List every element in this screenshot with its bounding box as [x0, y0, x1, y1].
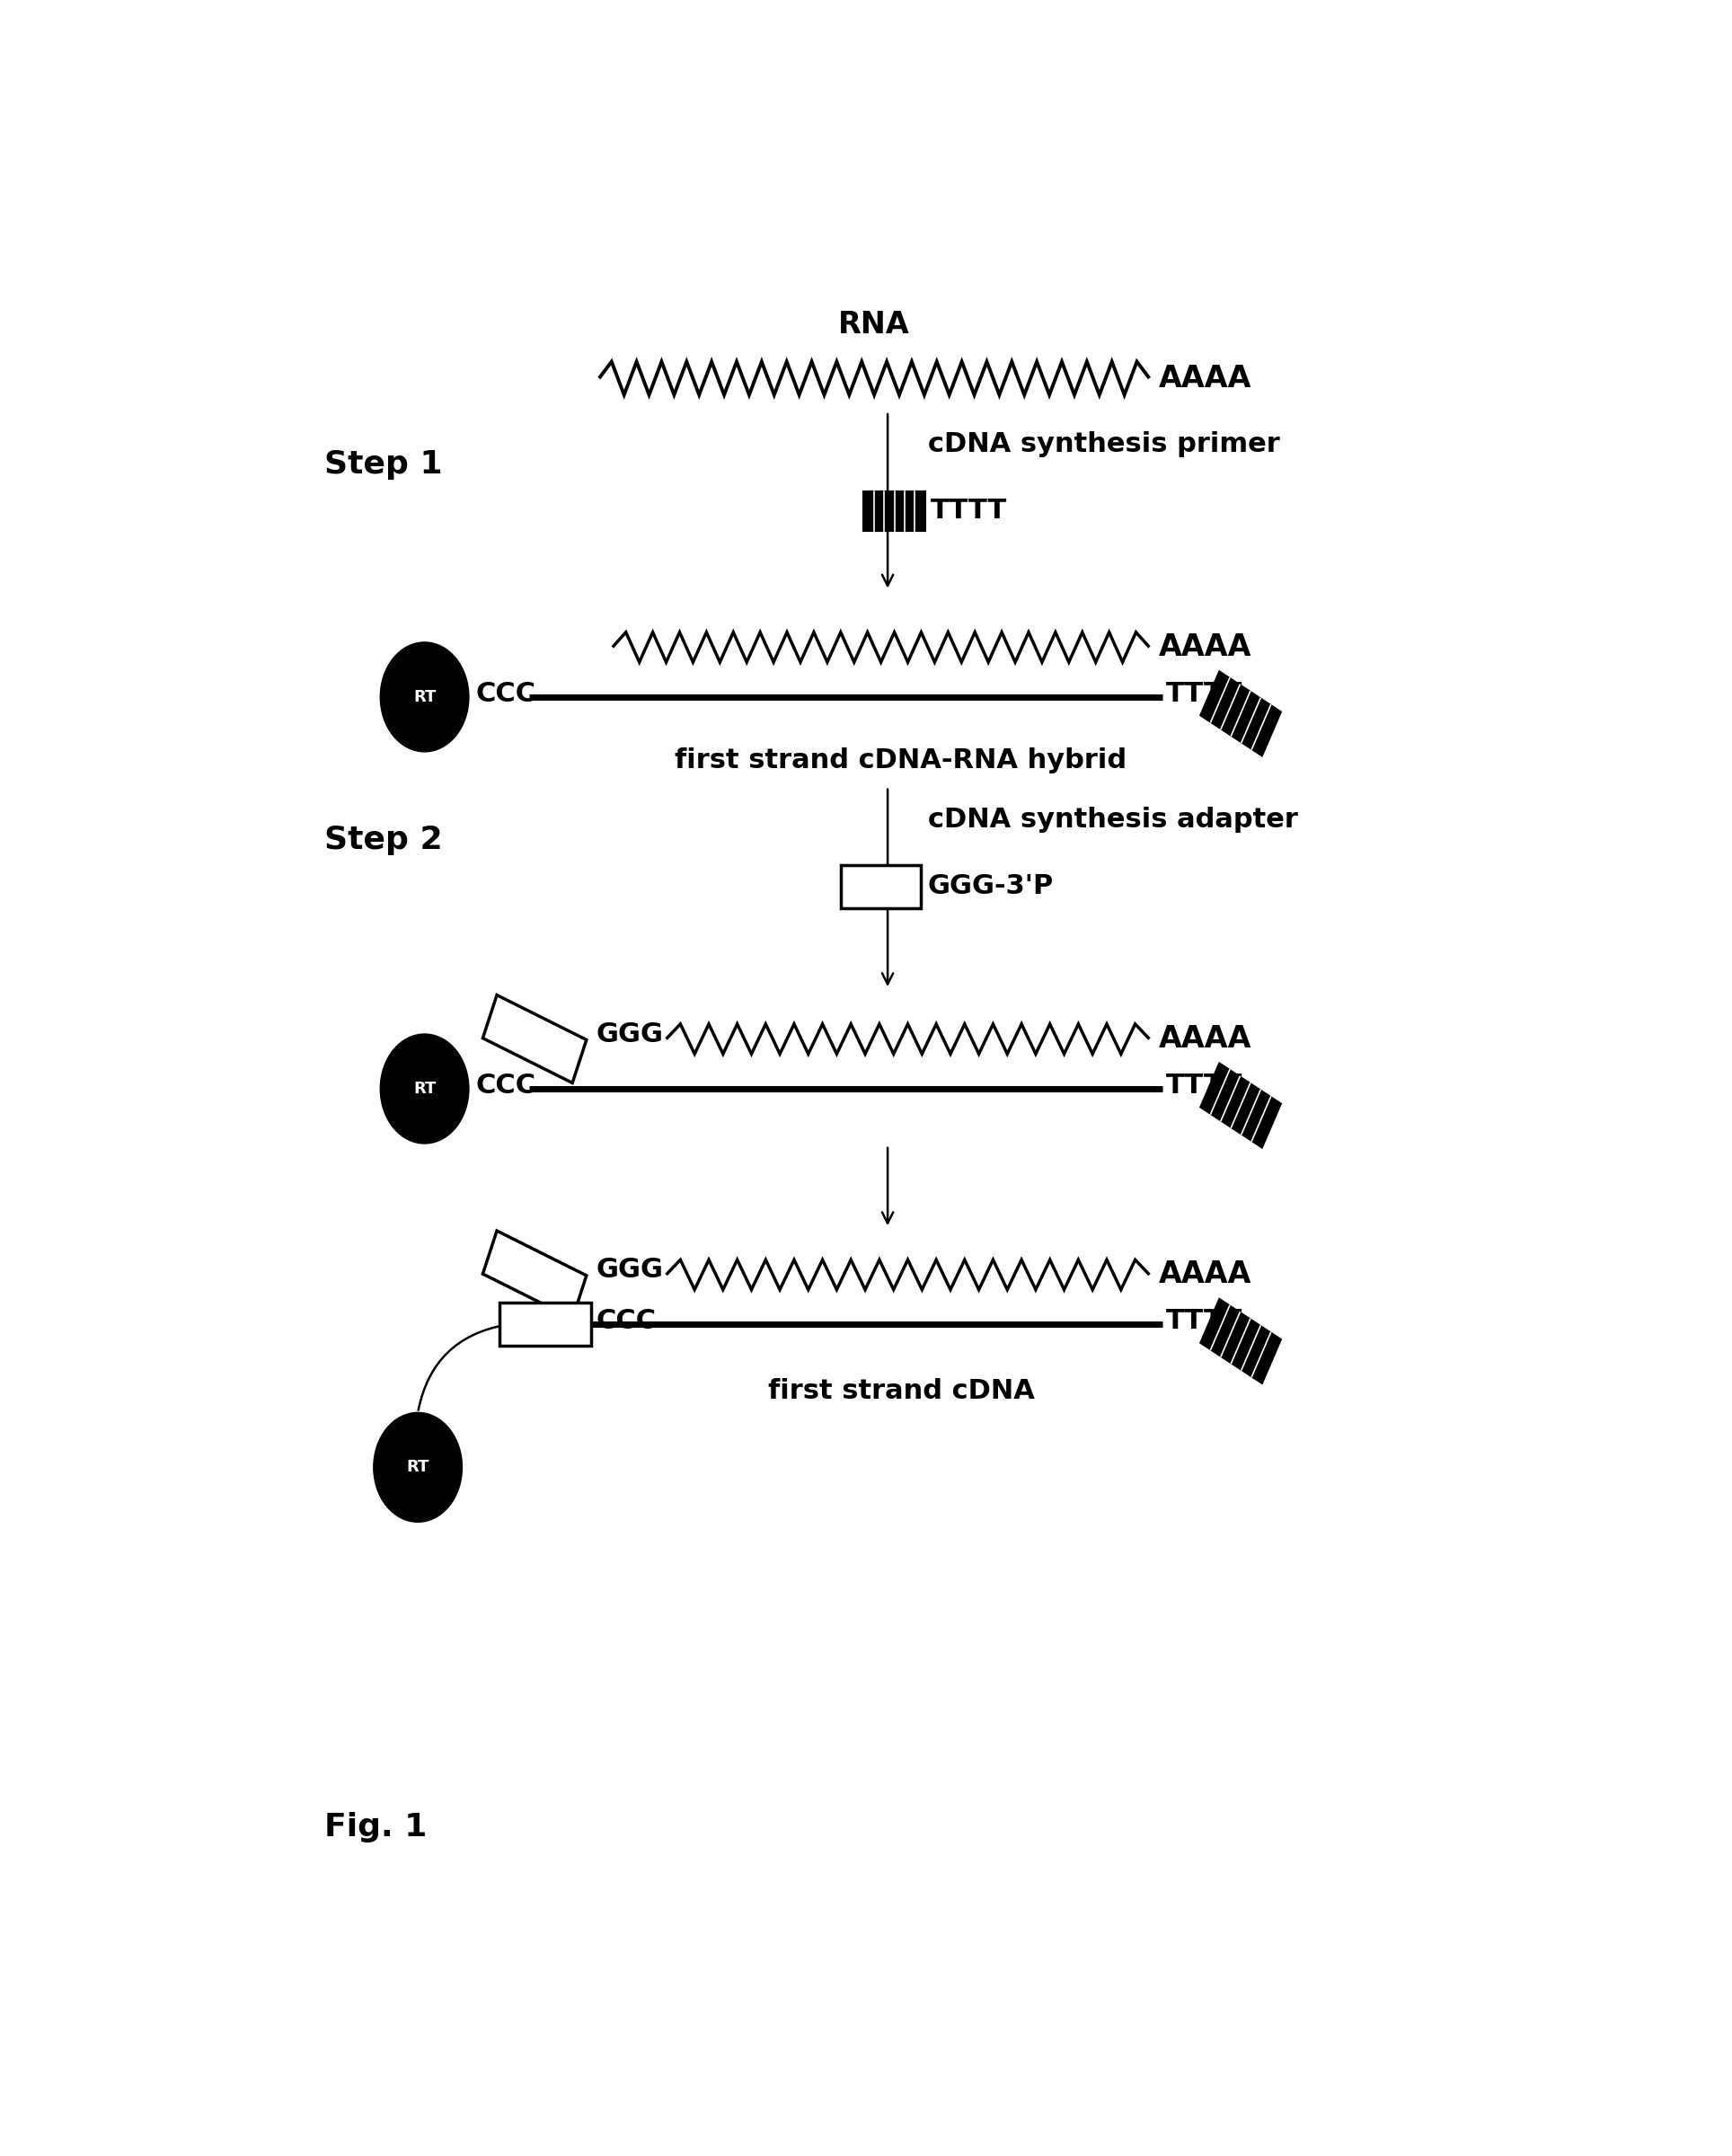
Polygon shape — [1200, 671, 1282, 757]
Text: GGG: GGG — [596, 1257, 663, 1283]
Polygon shape — [483, 996, 587, 1082]
Circle shape — [374, 1412, 462, 1522]
Polygon shape — [1200, 1298, 1282, 1384]
Text: TTTT: TTTT — [1166, 1072, 1242, 1100]
Text: TTTT: TTTT — [1166, 1309, 1242, 1335]
Text: AAAA: AAAA — [1159, 632, 1252, 662]
Text: RT: RT — [407, 1460, 430, 1475]
Text: first strand cDNA-RNA hybrid: first strand cDNA-RNA hybrid — [675, 746, 1128, 774]
Text: AAAA: AAAA — [1159, 1024, 1252, 1054]
Text: RNA: RNA — [838, 310, 909, 341]
Text: Step 2: Step 2 — [324, 824, 442, 856]
Bar — [840, 865, 921, 908]
Text: CCC: CCC — [476, 681, 535, 707]
Polygon shape — [483, 1231, 587, 1319]
Circle shape — [381, 642, 469, 752]
Text: AAAA: AAAA — [1159, 364, 1252, 392]
Text: TTTT: TTTT — [930, 498, 1008, 524]
Text: RT: RT — [414, 1080, 436, 1097]
Polygon shape — [1200, 1063, 1282, 1147]
Text: TTTT: TTTT — [1166, 681, 1242, 707]
Text: cDNA synthesis primer: cDNA synthesis primer — [928, 431, 1280, 457]
Bar — [501, 1302, 591, 1345]
Text: AAAA: AAAA — [1159, 1259, 1252, 1289]
Text: Fig. 1: Fig. 1 — [324, 1813, 426, 1843]
Text: CCC: CCC — [476, 1072, 535, 1100]
Circle shape — [381, 1035, 469, 1143]
Text: first strand cDNA: first strand cDNA — [767, 1378, 1034, 1404]
Text: GGG: GGG — [596, 1022, 663, 1048]
Text: RT: RT — [414, 690, 436, 705]
Bar — [864, 492, 925, 530]
Text: GGG-3'P: GGG-3'P — [928, 873, 1053, 899]
Text: CCC: CCC — [596, 1309, 656, 1335]
Text: Step 1: Step 1 — [324, 448, 442, 481]
Text: cDNA synthesis adapter: cDNA synthesis adapter — [928, 806, 1297, 832]
